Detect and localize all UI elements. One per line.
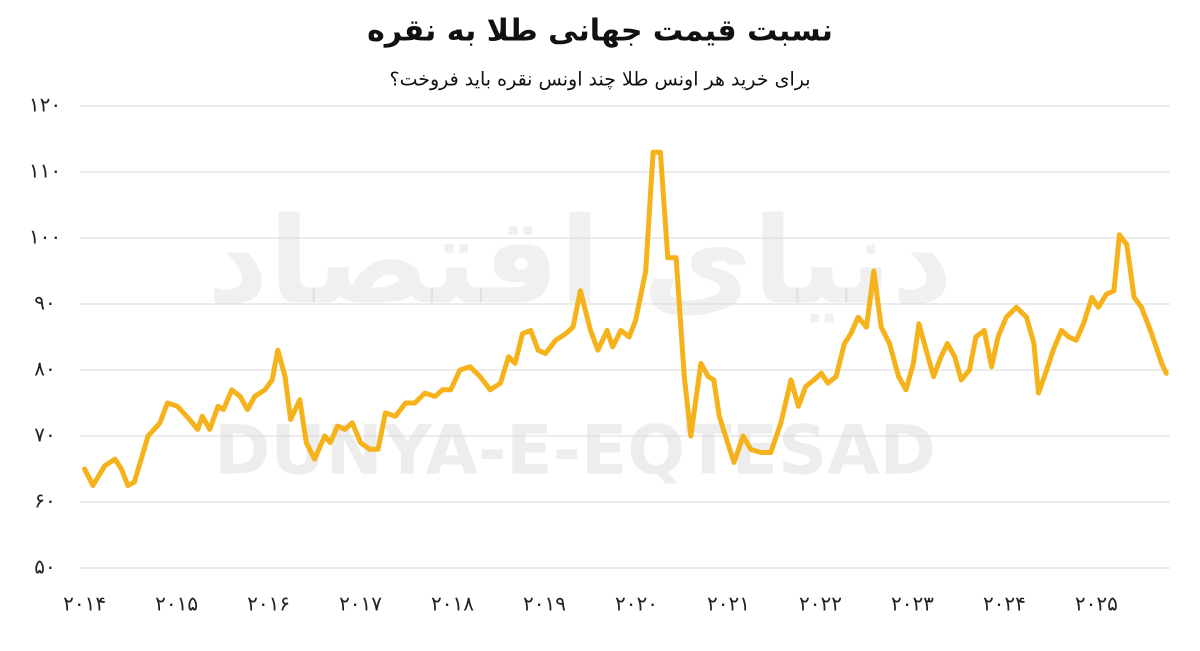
x-tick-label: ۲۰۱۴: [63, 592, 106, 616]
y-tick-label: ۷۰: [34, 423, 55, 447]
y-tick-label: ۶۰: [34, 489, 55, 513]
x-tick-label: ۲۰۲۰: [615, 592, 658, 616]
x-tick-label: ۲۰۲۱: [707, 592, 750, 616]
x-tick-label: ۲۰۱۷: [339, 592, 382, 616]
chart-title: نسبت قیمت جهانی طلا به نقره: [367, 14, 833, 49]
x-tick-label: ۲۰۲۲: [799, 592, 842, 616]
y-tick-label: ۸۰: [34, 357, 55, 381]
y-tick-label: ۱۱۰: [29, 159, 61, 183]
x-tick-label: ۲۰۱۸: [431, 592, 474, 616]
y-tick-label: ۱۲۰: [29, 93, 61, 117]
x-tick-label: ۲۰۱۶: [247, 592, 290, 616]
y-tick-label: ۱۰۰: [29, 225, 61, 249]
x-tick-label: ۲۰۲۳: [891, 592, 934, 616]
x-tick-label: ۲۰۲۴: [983, 592, 1026, 616]
watermark: DUNYA-E-EQTESAD: [214, 412, 936, 491]
y-tick-label: ۹۰: [34, 291, 55, 315]
data-line: [82, 149, 1169, 488]
chart-subtitle: برای خرید هر اونس طلا چند اونس نقره باید…: [389, 69, 810, 91]
watermark: دنیای اقتصاد: [207, 193, 953, 332]
x-tick-label: ۲۰۲۵: [1075, 592, 1118, 616]
x-tick-label: ۲۰۱۵: [155, 592, 198, 616]
x-tick-label: ۲۰۱۹: [523, 592, 566, 616]
y-tick-label: ۵۰: [34, 555, 55, 579]
